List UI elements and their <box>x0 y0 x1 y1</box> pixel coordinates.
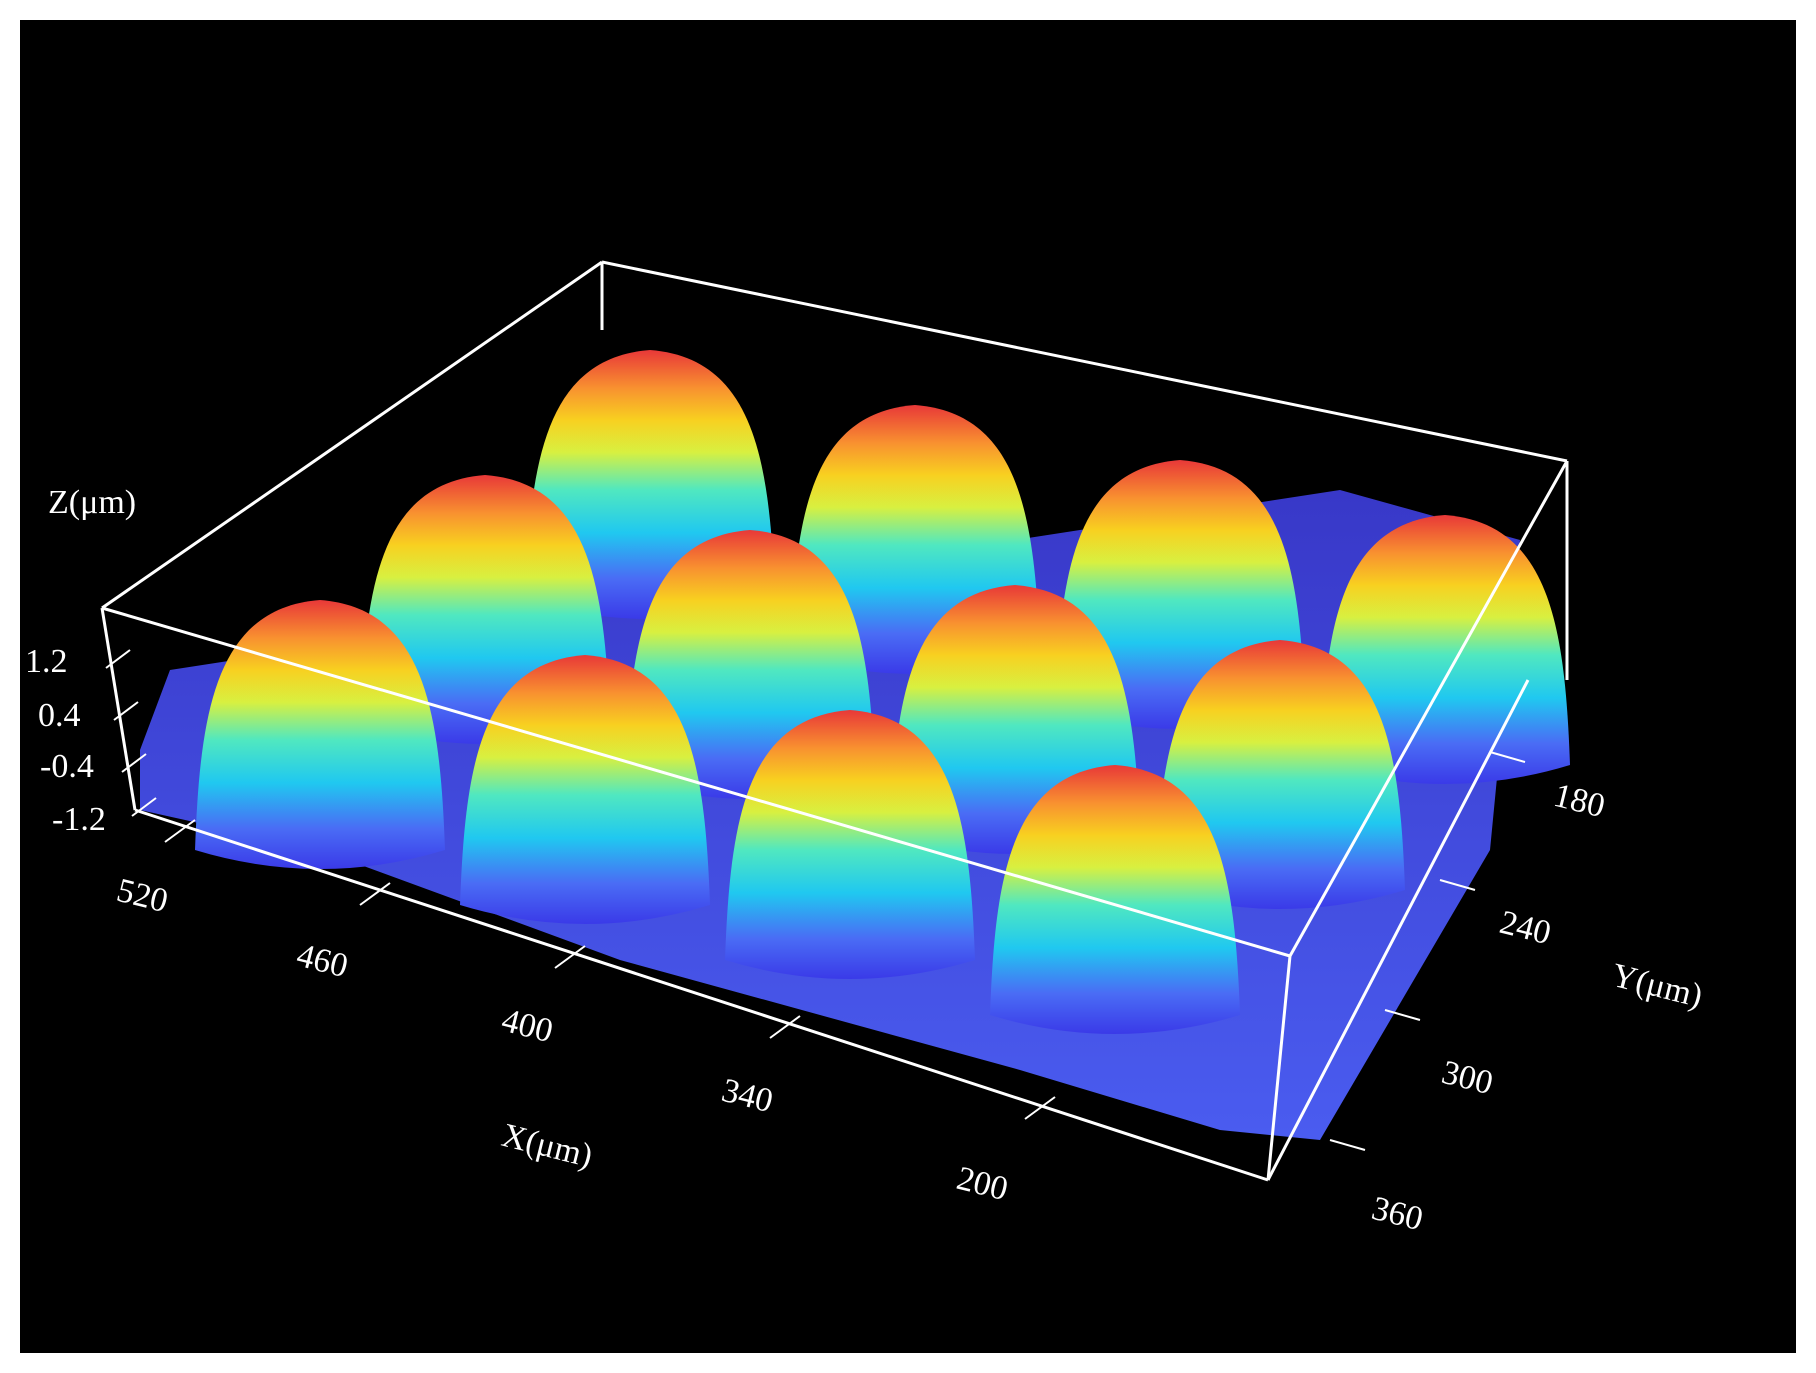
x-tick-label: 400 <box>498 1002 556 1050</box>
y-tick-label: 300 <box>1438 1054 1496 1102</box>
y-tick-label: 360 <box>1368 1190 1426 1238</box>
surface-plot: 1.2 0.4 -0.4 -1.2 Z(μm) 520 460 400 340 … <box>25 260 1706 1238</box>
z-tick-label: -1.2 <box>52 801 106 838</box>
y-axis-title: Y(μm) <box>1608 957 1706 1015</box>
surface-bump <box>1155 640 1405 909</box>
z-axis <box>105 649 157 817</box>
surface-bump <box>725 710 975 979</box>
x-tick-label: 200 <box>953 1160 1011 1208</box>
surface-bump <box>195 600 445 869</box>
bounding-box-back <box>101 260 1568 610</box>
surface-bump <box>460 655 710 924</box>
plot-frame: 1.2 0.4 -0.4 -1.2 Z(μm) 520 460 400 340 … <box>20 20 1796 1353</box>
surface-bump <box>990 765 1240 1034</box>
y-axis <box>1329 751 1526 1151</box>
z-tick-label: -0.4 <box>40 748 94 785</box>
y-tick-label: 240 <box>1496 904 1554 952</box>
x-axis-title: X(μm) <box>498 1117 596 1175</box>
bounding-box-front <box>100 262 1569 1182</box>
z-axis-title: Z(μm) <box>48 484 136 521</box>
x-tick-label: 520 <box>113 872 171 920</box>
y-tick-label: 180 <box>1550 777 1608 825</box>
x-axis <box>164 819 1056 1120</box>
surface-bumps <box>195 350 1570 1034</box>
z-tick-label: 1.2 <box>25 643 68 680</box>
z-tick-label: 0.4 <box>38 697 81 734</box>
x-tick-label: 340 <box>718 1072 776 1120</box>
x-tick-label: 460 <box>293 937 351 985</box>
